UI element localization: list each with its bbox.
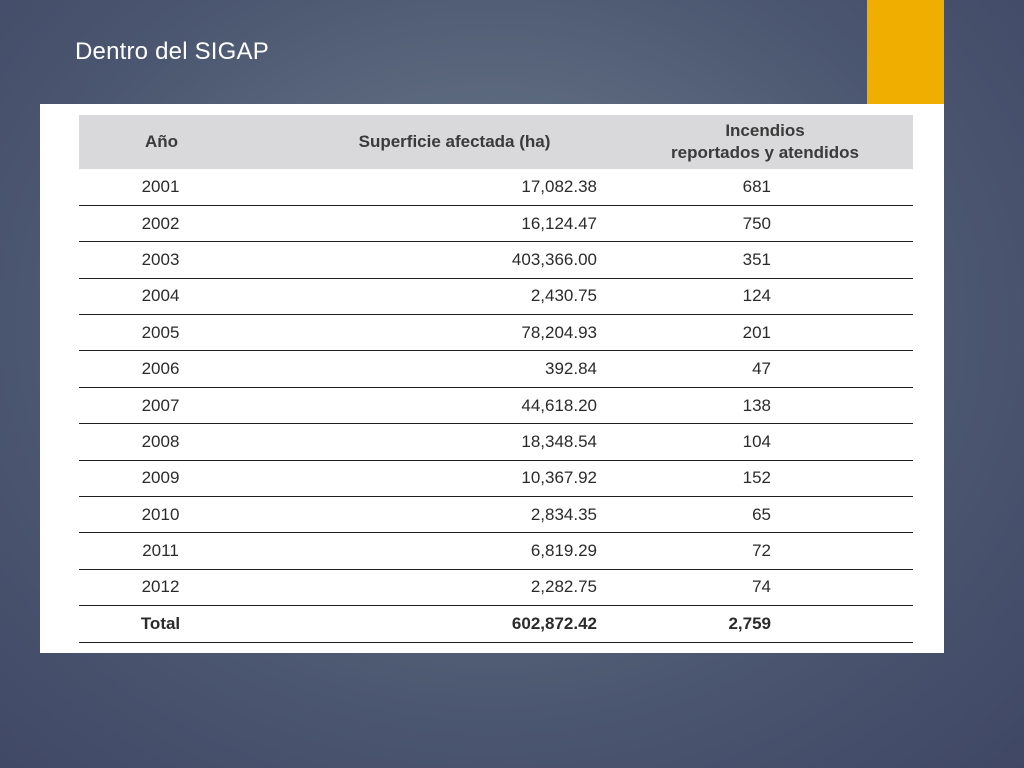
table-row: 2009 10,367.92 152 xyxy=(79,460,913,497)
table-row: 2012 2,282.75 74 xyxy=(79,569,913,606)
cell-area: 403,366.00 xyxy=(511,249,597,269)
cell-area: 2,282.75 xyxy=(530,577,597,597)
cell-area: 6,819.29 xyxy=(530,541,597,561)
cell-year: 2007 xyxy=(141,395,180,415)
header-row: Año Superficie afectada (ha) Incendios re… xyxy=(79,115,913,169)
slide-title: Dentro del SIGAP xyxy=(75,38,269,65)
header-fires-line1: Incendios xyxy=(725,121,805,140)
cell-fires: 152 xyxy=(742,468,771,488)
cell-year: 2001 xyxy=(141,176,180,196)
cell-fires: 104 xyxy=(742,431,771,451)
table-row: 2007 44,618.20 138 xyxy=(79,387,913,424)
cell-fires: 65 xyxy=(752,504,771,524)
table-body: 2001 17,082.38 681 2002 16,124.47 750 20… xyxy=(79,169,913,643)
fire-statistics-table: Año Superficie afectada (ha) Incendios re… xyxy=(79,115,913,643)
cell-year: 2010 xyxy=(141,504,180,524)
cell-area: 2,834.35 xyxy=(530,504,597,524)
cell-area: 17,082.38 xyxy=(521,176,597,196)
cell-year: 2002 xyxy=(141,213,180,233)
cell-area: 44,618.20 xyxy=(521,395,597,415)
total-fires: 2,759 xyxy=(728,613,771,633)
table-row: 2011 6,819.29 72 xyxy=(79,533,913,570)
table-row: 2008 18,348.54 104 xyxy=(79,424,913,461)
cell-fires: 74 xyxy=(752,577,771,597)
table-row: 2003 403,366.00 351 xyxy=(79,242,913,279)
cell-area: 392.84 xyxy=(545,359,597,379)
cell-year: 2005 xyxy=(141,322,180,342)
cell-fires: 124 xyxy=(742,286,771,306)
table-row: 2010 2,834.35 65 xyxy=(79,497,913,533)
table-header: Año Superficie afectada (ha) Incendios re… xyxy=(79,115,913,169)
cell-fires: 138 xyxy=(742,395,771,415)
table-row: 2002 16,124.47 750 xyxy=(79,205,913,242)
cell-fires: 750 xyxy=(742,213,771,233)
table-row: 2006 392.84 47 xyxy=(79,351,913,388)
table-row: 2001 17,082.38 681 xyxy=(79,169,913,206)
table-row: 2004 2,430.75 124 xyxy=(79,278,913,315)
cell-fires: 201 xyxy=(742,322,771,342)
table-row: 2005 78,204.93 201 xyxy=(79,315,913,351)
cell-year: 2011 xyxy=(142,541,179,561)
table-panel: Año Superficie afectada (ha) Incendios re… xyxy=(40,104,944,653)
header-area: Superficie afectada (ha) xyxy=(358,132,551,151)
cell-area: 10,367.92 xyxy=(521,468,597,488)
header-fires-line2: reportados y atendidos xyxy=(671,143,859,162)
total-label: Total xyxy=(140,613,181,633)
total-area: 602,872.42 xyxy=(511,613,597,633)
cell-year: 2008 xyxy=(141,431,180,451)
header-year: Año xyxy=(144,132,179,151)
cell-year: 2012 xyxy=(141,577,180,597)
cell-fires: 351 xyxy=(742,249,771,269)
cell-area: 16,124.47 xyxy=(521,213,597,233)
cell-fires: 681 xyxy=(742,176,771,196)
cell-year: 2009 xyxy=(141,468,180,488)
total-row: Total 602,872.42 2,759 xyxy=(79,606,913,643)
cell-area: 2,430.75 xyxy=(530,286,597,306)
cell-area: 18,348.54 xyxy=(521,431,597,451)
header-fires: Incendios reportados y atendidos xyxy=(597,115,913,169)
accent-bar xyxy=(867,0,944,105)
cell-fires: 72 xyxy=(752,541,771,561)
cell-year: 2003 xyxy=(141,249,180,269)
cell-area: 78,204.93 xyxy=(521,322,597,342)
cell-year: 2006 xyxy=(141,359,180,379)
cell-fires: 47 xyxy=(752,359,771,379)
cell-year: 2004 xyxy=(141,286,180,306)
